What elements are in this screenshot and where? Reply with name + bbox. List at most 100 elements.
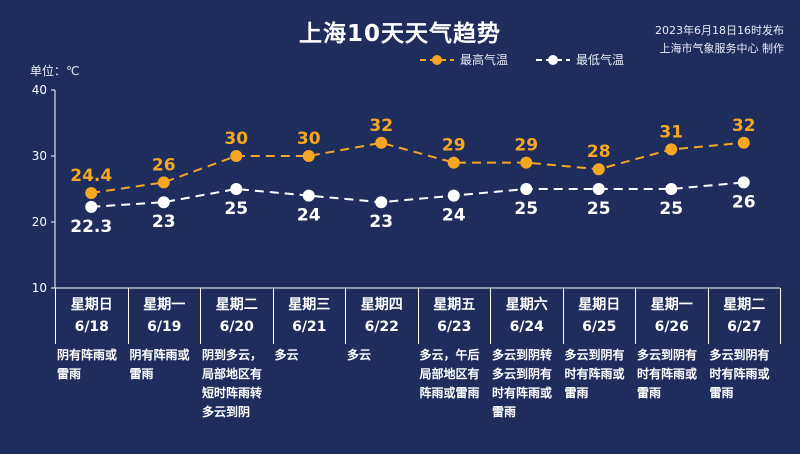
day-header-row: 星期日 6/18 星期一 6/19 星期二 6/20 星期三 6/21 星期四 6/22 星期五 6/… (55, 288, 781, 344)
date-label: 6/26 (654, 319, 689, 335)
day-header: 星期五 6/23 (419, 288, 491, 344)
data-point-high (230, 150, 243, 162)
data-point-low (737, 176, 750, 189)
data-point-low (592, 183, 605, 195)
data-point-low (157, 196, 170, 209)
day-header: 星期二 6/27 (709, 288, 781, 344)
weather-description: 多云到阴转多云到阴有时有阵雨或雷雨 (492, 348, 553, 419)
data-label-high: 32 (369, 116, 393, 136)
data-point-low (447, 189, 460, 202)
date-label: 6/24 (509, 319, 544, 335)
publish-info: 2023年6月18日16时发布 上海市气象服务中心 制作 (655, 22, 784, 58)
date-label: 6/25 (582, 319, 617, 335)
date-label: 6/23 (437, 319, 472, 335)
data-point-high (157, 176, 170, 189)
data-point-high (665, 143, 678, 156)
data-label-high: 24.4 (70, 166, 112, 186)
data-label-low: 24 (442, 206, 466, 226)
publish-date: 2023年6月18日16时发布 (655, 24, 784, 37)
weekday-label: 星期一 (650, 297, 693, 313)
legend-low: 最低气温 (536, 51, 624, 68)
data-label-high: 29 (514, 136, 538, 156)
weekday-label: 星期二 (723, 297, 766, 313)
weather-description: 多云 (274, 348, 299, 362)
date-label: 6/18 (74, 319, 109, 335)
series-line-low (91, 181, 744, 208)
weather-description: 多云到阴有时有阵雨或雷雨 (709, 348, 770, 400)
legend-high-label: 最高气温 (460, 53, 509, 67)
weather-description-row: 阴有阵雨或雷雨 阴有阵雨或雷雨 阴到多云，局部地区有短时阵雨转多云到阴 多云 多云 多云，… (55, 344, 780, 422)
day-header: 星期二 6/20 (201, 288, 274, 344)
day-header: 星期三 6/21 (274, 288, 346, 344)
date-label: 6/22 (364, 319, 399, 335)
weather-description: 多云到阴有时有阵雨或雷雨 (637, 348, 698, 400)
data-point-high (737, 136, 750, 149)
data-label-low: 25 (587, 199, 611, 219)
series-line-high (91, 141, 744, 194)
data-label-low: 23 (152, 212, 176, 232)
y-tick-label: 30 (32, 149, 47, 163)
y-tick-label: 20 (32, 215, 47, 229)
data-point-low (375, 196, 388, 209)
weekday-label: 星期日 (70, 297, 113, 313)
weather-description: 多云 (347, 348, 372, 362)
weather-description: 阴到多云，局部地区有短时阵雨转多云到阴 (202, 348, 263, 419)
data-label-low: 25 (514, 199, 538, 219)
day-header: 星期日 6/25 (564, 288, 636, 344)
weekday-label: 星期二 (215, 297, 258, 313)
data-label-high: 28 (587, 142, 611, 162)
data-point-high (592, 163, 605, 176)
data-point-low (230, 183, 243, 195)
legend-low-marker (536, 54, 571, 65)
weather-description: 阴有阵雨或雷雨 (57, 348, 118, 381)
unit-label: 单位：℃ (30, 64, 80, 78)
data-point-high (302, 150, 315, 162)
data-label-high: 31 (659, 122, 683, 142)
day-header: 星期一 6/19 (129, 288, 201, 344)
data-point-high (85, 186, 98, 199)
legend-high: 最高气温 (420, 51, 508, 68)
data-label-low: 23 (369, 212, 393, 232)
data-label-high: 30 (297, 129, 321, 149)
weekday-label: 星期一 (143, 297, 186, 313)
data-label-high: 26 (152, 155, 176, 175)
data-point-low (85, 200, 98, 213)
date-label: 6/20 (219, 319, 254, 335)
weather-description: 阴有阵雨或雷雨 (129, 348, 190, 381)
weather-description: 多云到阴有时有阵雨或雷雨 (564, 348, 625, 400)
day-header: 星期四 6/22 (346, 288, 419, 344)
legend: 最高气温 最低气温 (420, 51, 652, 68)
data-label-high: 29 (442, 136, 466, 156)
weekday-label: 星期四 (360, 297, 403, 313)
y-tick-label: 10 (32, 281, 47, 295)
weekday-label: 星期日 (578, 297, 621, 313)
weekday-label: 星期五 (433, 297, 476, 313)
date-label: 6/19 (147, 319, 182, 335)
data-point-low (302, 189, 315, 202)
day-header: 星期六 6/24 (491, 288, 564, 344)
weekday-label: 星期六 (505, 297, 548, 313)
weekday-label: 星期三 (288, 297, 331, 313)
data-label-high: 32 (732, 116, 756, 136)
day-header: 星期日 6/18 (56, 288, 129, 344)
data-label-low: 25 (224, 199, 248, 219)
legend-high-marker (420, 54, 454, 65)
weather-description: 多云，午后局部地区有阵雨或雷雨 (419, 348, 480, 400)
data-label-low: 25 (659, 199, 683, 219)
day-header: 星期一 6/26 (636, 288, 709, 344)
chart-title: 上海10天天气趋势 (298, 21, 501, 47)
data-point-low (520, 183, 533, 195)
legend-low-label: 最低气温 (576, 53, 625, 67)
date-label: 6/21 (292, 319, 327, 335)
data-point-low (665, 183, 678, 195)
data-label-low: 26 (732, 192, 756, 212)
data-point-high (375, 136, 388, 149)
y-tick-label: 40 (32, 83, 47, 97)
data-point-high (520, 156, 533, 169)
date-label: 6/27 (727, 319, 762, 335)
data-point-high (447, 156, 460, 169)
publisher: 上海市气象服务中心 制作 (659, 42, 785, 55)
data-label-high: 30 (224, 129, 248, 149)
data-label-low: 24 (297, 206, 321, 226)
